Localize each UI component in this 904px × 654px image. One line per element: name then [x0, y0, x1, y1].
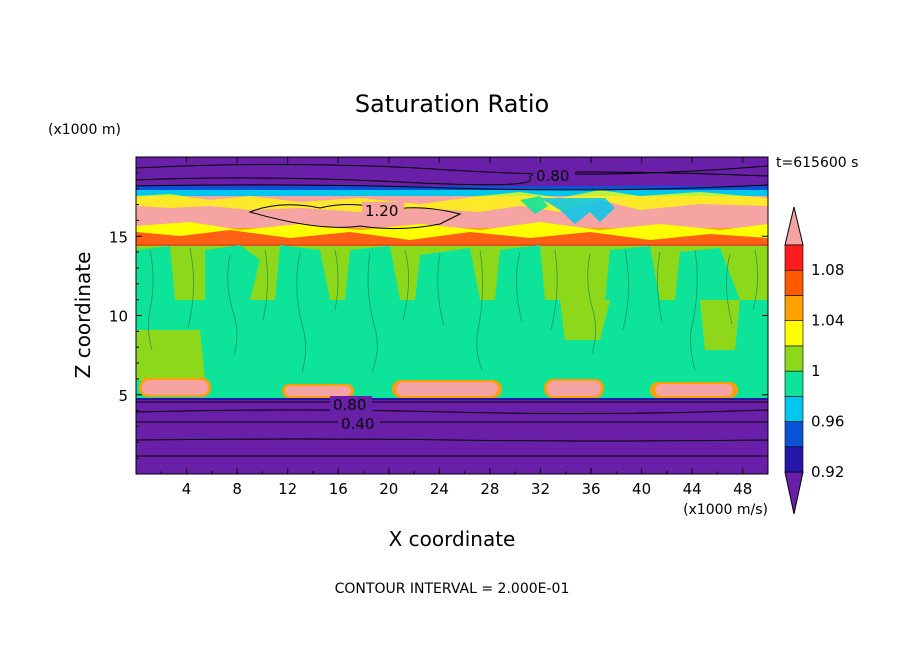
contour-lines [136, 163, 768, 457]
colorbar-swatch [784, 396, 804, 422]
x-axis-ticks: 4 8 12 16 20 24 28 32 36 40 44 48 [160, 157, 752, 498]
y-tick-label: 15 [109, 228, 128, 246]
x-tick-label: 24 [430, 480, 449, 498]
colorbar-swatch [784, 295, 804, 321]
colorbar-tick-label: 1 [811, 362, 821, 380]
colorbar-tick-label: 1.04 [811, 312, 844, 330]
colorbar-tick-label: 0.96 [811, 413, 844, 431]
x-tick-label: 8 [232, 480, 242, 498]
y-tick-label: 10 [109, 308, 128, 326]
colorbar-swatch [784, 345, 804, 372]
contour-field [136, 157, 768, 474]
column-streaks [148, 247, 758, 373]
colorbar-swatch [784, 446, 804, 473]
colorbar-upper-arrow [784, 206, 804, 246]
x-tick-label: 16 [329, 480, 348, 498]
colorbar-tick-label: 0.92 [811, 463, 844, 481]
x-tick-label: 48 [733, 480, 752, 498]
colorbar-swatch [784, 370, 804, 397]
x-tick-label: 36 [581, 480, 600, 498]
x-tick-label: 32 [531, 480, 550, 498]
colorbar-tick-label: 1.08 [811, 261, 844, 279]
x-tick-label: 40 [632, 480, 651, 498]
x-tick-label: 12 [278, 480, 297, 498]
contour-label: 0.80 [333, 396, 366, 414]
band-upper-cyan [136, 190, 768, 198]
time-label: t=615600 s [776, 155, 858, 171]
x-tick-label: 20 [379, 480, 398, 498]
contour-label: 0.80 [536, 167, 569, 185]
x-tick-label: 4 [182, 480, 192, 498]
colorbar-swatch [784, 320, 804, 347]
contour-label: 1.20 [365, 202, 398, 220]
cloud-base-blobs [139, 378, 738, 398]
y-axis-label: Z coordinate [71, 252, 95, 379]
band-low-bottom [136, 400, 768, 474]
chart-title: Saturation Ratio [355, 90, 549, 118]
colorbar: 0.92 0.96 1 1.04 1.08 [784, 206, 844, 515]
contour-label: 0.40 [341, 415, 374, 433]
y-axis-ticks: 5 10 15 [109, 172, 768, 459]
contour-interval-label: CONTOUR INTERVAL = 2.000E-01 [335, 581, 570, 597]
colorbar-swatch [784, 244, 804, 271]
teal-columns [136, 245, 768, 398]
colorbar-swatch [784, 421, 804, 448]
colorbar-swatch [784, 269, 804, 296]
x-axis-units: (x1000 m/s) [683, 502, 768, 518]
colorbar-lower-arrow [784, 471, 804, 515]
x-tick-label: 44 [683, 480, 702, 498]
y-tick-label: 5 [118, 387, 128, 405]
x-tick-label: 28 [480, 480, 499, 498]
y-axis-units: (x1000 m) [48, 122, 121, 138]
contour-labels: 0.80 1.20 0.80 0.40 [330, 167, 575, 433]
mottled-layer [136, 190, 768, 246]
x-axis-label: X coordinate [389, 527, 516, 551]
